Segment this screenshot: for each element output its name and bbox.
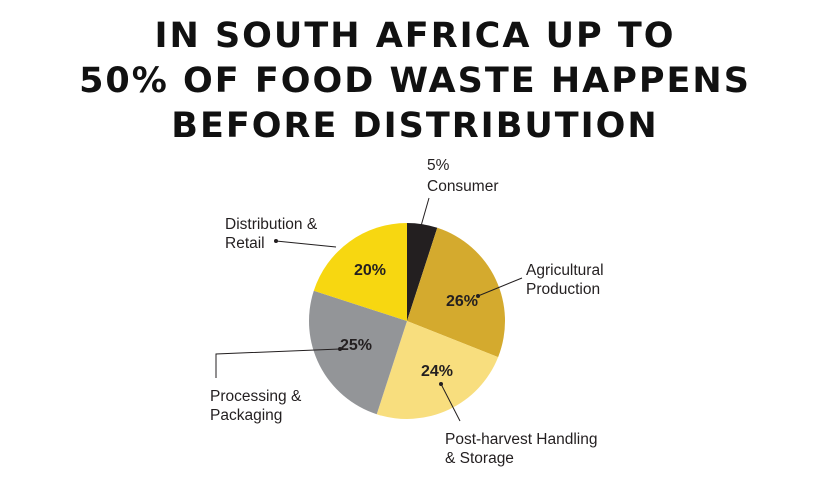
- leader-line: [440, 383, 461, 422]
- leader-line: [275, 240, 337, 248]
- leader-line: [477, 277, 523, 297]
- leader-dot: [338, 347, 342, 351]
- leader-line: [215, 348, 341, 378]
- leader-dot: [439, 382, 443, 386]
- value-label: 20%: [353, 262, 387, 279]
- chart-title: IN SOUTH AFRICA UP TO 50% OF FOOD WASTE …: [79, 16, 751, 146]
- leader-dot: [274, 239, 278, 243]
- leader-line: [420, 197, 430, 227]
- pie-slice: [407, 223, 438, 321]
- leader-dot: [419, 224, 423, 228]
- pie-slice: [376, 321, 499, 419]
- value-label: 24%: [420, 363, 454, 380]
- value-label: 26%: [445, 293, 479, 310]
- value-label: 25%: [339, 337, 373, 354]
- value-label: 5%: [427, 157, 450, 174]
- pie-slice: [313, 223, 407, 321]
- pie-slice: [308, 290, 407, 415]
- category-label: Agricultural Production: [526, 262, 604, 298]
- category-label: Distribution & Retail: [225, 216, 318, 252]
- category-label: Consumer: [427, 178, 499, 195]
- pie-slice: [407, 227, 505, 358]
- category-label: Processing & Packaging: [210, 388, 302, 424]
- leader-dot: [476, 294, 480, 298]
- category-label: Post-harvest Handling & Storage: [445, 431, 598, 467]
